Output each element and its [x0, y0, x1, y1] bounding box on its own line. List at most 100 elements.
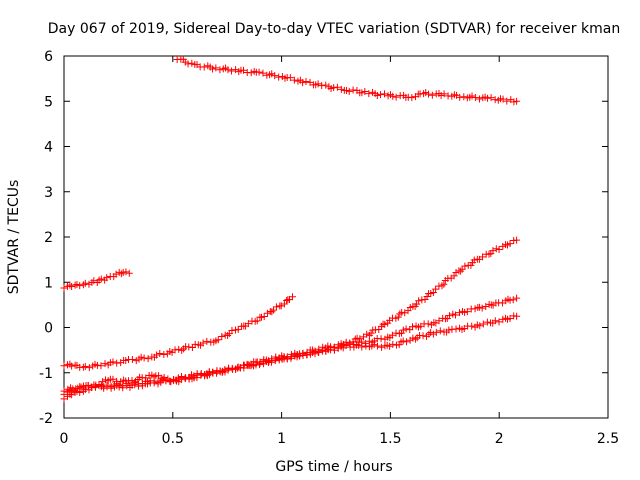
data-point	[91, 383, 99, 391]
data-point	[411, 335, 419, 343]
data-point	[365, 90, 373, 98]
data-point	[513, 312, 521, 320]
data-point	[388, 331, 396, 339]
data-point	[252, 358, 260, 366]
data-point	[286, 74, 294, 82]
data-point	[513, 97, 521, 105]
data-point	[470, 256, 478, 264]
y-tick-label: 0	[44, 321, 53, 337]
data-point	[479, 253, 487, 261]
data-point	[216, 66, 224, 74]
data-point	[403, 338, 411, 346]
data-point	[259, 69, 267, 77]
data-point	[208, 65, 216, 73]
data-point	[440, 280, 448, 288]
data-point	[370, 341, 378, 349]
data-point	[255, 68, 263, 76]
data-point	[452, 311, 460, 319]
x-tick-label: 2	[495, 431, 504, 447]
data-point	[239, 66, 247, 74]
series-track-2	[60, 268, 133, 292]
data-point	[107, 384, 115, 392]
data-point	[342, 341, 350, 349]
data-point	[268, 308, 276, 316]
data-point	[277, 302, 285, 310]
data-point	[402, 325, 410, 333]
data-point	[367, 329, 375, 337]
data-point	[398, 329, 406, 337]
data-point	[513, 294, 521, 302]
data-point	[160, 350, 168, 358]
data-point	[150, 379, 158, 387]
data-point	[68, 391, 76, 399]
data-point	[203, 337, 211, 345]
y-axis-label: SDTVAR / TECUs	[6, 180, 22, 295]
x-tick-label: 1.5	[379, 431, 401, 447]
data-point	[468, 322, 476, 330]
data-point	[244, 320, 252, 328]
data-point	[475, 95, 483, 103]
data-point	[199, 339, 207, 347]
data-point	[174, 374, 182, 382]
data-point	[381, 320, 389, 328]
data-point	[419, 332, 427, 340]
data-point	[81, 279, 89, 287]
data-point	[484, 94, 492, 102]
data-point	[381, 90, 389, 98]
data-point	[185, 343, 193, 351]
data-point	[283, 355, 291, 363]
data-point	[272, 355, 280, 363]
data-point	[100, 384, 108, 392]
data-point	[509, 296, 517, 304]
data-point	[299, 79, 307, 87]
data-point	[311, 350, 319, 358]
data-point	[150, 373, 158, 381]
data-point	[178, 373, 186, 381]
data-point	[373, 342, 381, 350]
data-point	[435, 317, 443, 325]
data-point	[461, 262, 469, 270]
data-point	[429, 330, 437, 338]
series-track-6	[60, 312, 521, 395]
data-point	[302, 78, 310, 86]
data-point	[491, 317, 499, 325]
data-point	[218, 333, 226, 341]
x-tick-label: 0	[60, 431, 69, 447]
data-point	[205, 368, 213, 376]
data-point	[270, 306, 278, 314]
data-point	[345, 87, 353, 95]
data-point	[212, 64, 220, 72]
data-point	[260, 313, 268, 321]
data-point	[253, 317, 261, 325]
data-point	[68, 283, 76, 291]
data-point	[97, 362, 105, 370]
data-point	[376, 91, 384, 99]
data-point	[476, 322, 484, 330]
data-point	[389, 340, 397, 348]
data-point	[85, 364, 93, 372]
data-point	[373, 91, 381, 99]
x-tick-label: 1	[277, 431, 286, 447]
data-point	[506, 240, 514, 248]
data-point	[60, 284, 68, 292]
data-point	[103, 383, 111, 391]
series-track-4	[60, 236, 521, 398]
data-point	[265, 358, 273, 366]
data-point	[377, 335, 385, 343]
data-point	[109, 358, 117, 366]
data-point	[166, 377, 174, 385]
data-point	[399, 337, 407, 345]
data-point	[178, 346, 186, 354]
series-track-3	[60, 293, 296, 372]
data-point	[506, 296, 514, 304]
data-point	[358, 343, 366, 351]
data-point	[315, 348, 323, 356]
data-point	[76, 282, 84, 290]
data-point	[394, 313, 402, 321]
chart-title: Day 067 of 2019, Sidereal Day-to-day VTE…	[48, 21, 620, 37]
data-point	[437, 91, 445, 99]
data-point	[140, 354, 148, 362]
data-point	[452, 325, 460, 333]
data-point	[117, 378, 125, 386]
